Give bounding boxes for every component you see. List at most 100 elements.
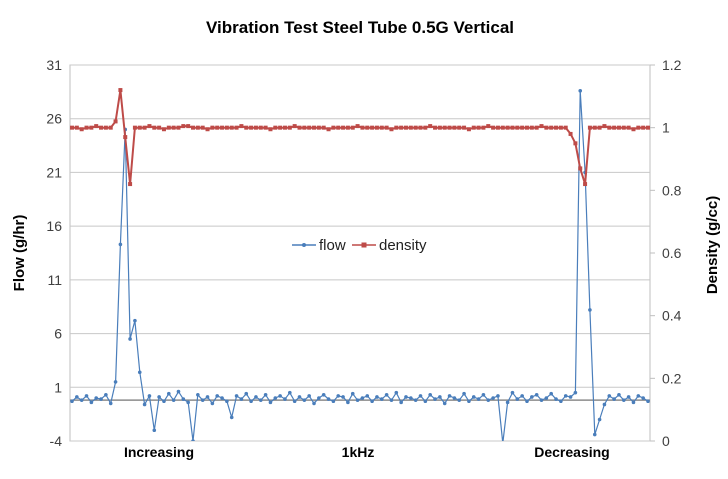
flow-point <box>578 88 583 93</box>
gridlines <box>69 64 655 442</box>
y-axis-label: Flow (g/hr) <box>11 215 28 292</box>
flow-point <box>423 399 428 404</box>
density-point <box>229 125 234 130</box>
flow-point <box>384 393 389 397</box>
flow-point <box>602 402 607 407</box>
density-point <box>268 127 273 132</box>
density-point <box>529 125 534 130</box>
flow-point <box>249 399 253 404</box>
flow-point <box>394 390 399 395</box>
flow-point <box>273 396 278 400</box>
density-point <box>321 125 326 130</box>
flow-point <box>200 398 205 402</box>
density-point <box>176 125 181 130</box>
flow-line <box>71 90 649 441</box>
density-point <box>524 125 529 130</box>
density-point <box>374 125 379 130</box>
flow-point <box>142 402 147 407</box>
y-tick-label: 31 <box>46 57 62 73</box>
density-point <box>403 125 408 130</box>
flow-point <box>181 397 186 401</box>
flow-point <box>636 394 641 398</box>
density-point <box>457 125 462 130</box>
density-point <box>452 125 457 130</box>
flow-point <box>292 399 297 404</box>
y-tick-label: 1 <box>54 379 62 395</box>
density-point <box>331 125 336 130</box>
flow-point <box>244 391 249 396</box>
flow-point <box>283 397 287 401</box>
density-point <box>602 124 607 129</box>
density-point <box>481 125 486 130</box>
flow-point <box>554 397 558 401</box>
density-point <box>355 124 360 129</box>
flow-point <box>563 394 568 398</box>
density-point <box>103 125 108 130</box>
density-point <box>166 125 171 130</box>
y-tick-label: 26 <box>46 111 62 127</box>
flow-point <box>79 398 84 402</box>
flow-point <box>341 395 345 399</box>
density-point <box>253 125 258 130</box>
density-point <box>287 125 292 130</box>
flow-point <box>481 393 486 397</box>
flow-point <box>539 398 544 402</box>
legend-flow-marker <box>302 243 306 247</box>
density-point <box>491 125 496 130</box>
flow-point <box>597 417 602 422</box>
flow-point <box>312 401 316 406</box>
density-point <box>94 124 99 129</box>
y2-tick-label: 0.4 <box>662 308 682 324</box>
flow-point <box>496 394 500 398</box>
density-point <box>486 124 491 129</box>
flow-point <box>152 428 157 433</box>
density-point <box>554 125 559 130</box>
y-tick-label: -4 <box>50 433 63 449</box>
flow-point <box>157 395 161 399</box>
density-point <box>326 127 331 132</box>
density-point <box>495 125 500 130</box>
flow-point <box>196 393 200 397</box>
flow-point <box>258 398 263 402</box>
flow-point <box>491 396 495 400</box>
flow-point <box>375 395 379 399</box>
density-point <box>587 125 592 130</box>
density-point <box>336 125 341 130</box>
flow-point <box>404 395 408 399</box>
density-line <box>72 89 648 185</box>
y2-tick-label: 1 <box>662 120 670 136</box>
flow-point <box>317 396 321 400</box>
flow-point <box>167 391 171 396</box>
chart-title: Vibration Test Steel Tube 0.5G Vertical <box>206 18 514 37</box>
y2-axis-ticks: 1.2 1 0.8 0.6 0.4 0.2 0 <box>662 57 682 449</box>
density-point <box>370 125 375 130</box>
legend-density-marker <box>361 242 367 248</box>
density-point <box>350 125 355 130</box>
density-point <box>79 127 84 132</box>
density-point <box>626 125 631 130</box>
flow-point <box>501 441 505 445</box>
flow-point <box>559 399 563 404</box>
x-tick-label: Increasing <box>124 444 194 460</box>
density-point <box>244 125 249 130</box>
density-point <box>583 182 588 187</box>
flow-point <box>626 395 631 399</box>
y-tick-label: 11 <box>47 272 62 288</box>
flow-point <box>191 439 195 441</box>
density-point <box>292 124 297 129</box>
flow-point <box>133 318 137 323</box>
flow-point <box>515 397 520 401</box>
density-point <box>278 125 283 130</box>
density-point <box>408 125 413 130</box>
density-point <box>399 125 404 130</box>
density-point <box>539 124 544 129</box>
flow-point <box>631 400 636 405</box>
density-point <box>113 119 118 124</box>
density-point <box>118 88 123 93</box>
density-point <box>142 125 147 130</box>
flow-point <box>220 396 224 400</box>
flow-point <box>113 380 118 384</box>
flow-point <box>326 397 331 401</box>
y2-tick-label: 0.6 <box>662 245 682 261</box>
